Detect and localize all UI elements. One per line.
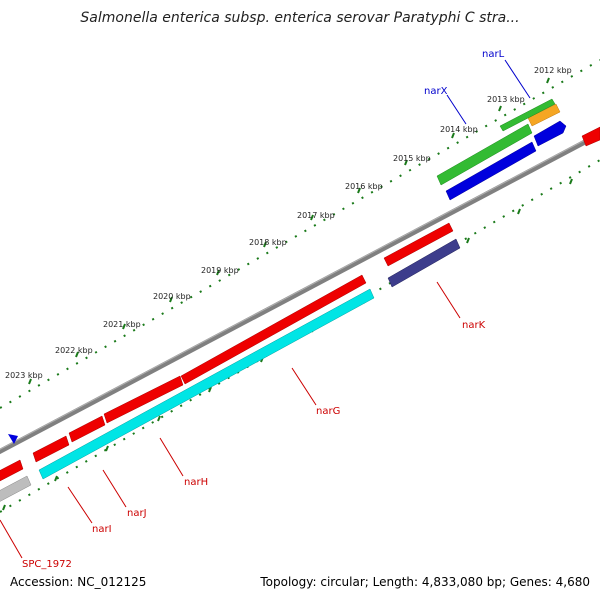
gene-red-small[interactable]	[68, 415, 106, 443]
tick-label-2012: 2012 kbp	[534, 66, 572, 75]
genome-backbone	[0, 131, 600, 455]
tick-label-2021: 2021 kbp	[103, 320, 141, 329]
gene-red-segment[interactable]	[103, 375, 184, 424]
tick-label-2017: 2017 kbp	[297, 211, 335, 220]
label-narG[interactable]: narG	[316, 406, 340, 417]
gene-blue-arrow[interactable]	[533, 120, 567, 147]
label-narJ[interactable]: narJ	[127, 508, 147, 519]
leader-narX	[446, 94, 467, 125]
gene-red-far-right[interactable]	[581, 126, 600, 147]
gene-narK-red[interactable]	[383, 222, 454, 267]
map-title: Salmonella enterica subsp. enterica sero…	[80, 10, 520, 26]
label-spc[interactable]: SPC_1972	[22, 559, 72, 570]
tick-label-2023: 2023 kbp	[5, 371, 43, 380]
leader-narK	[436, 281, 461, 319]
gene-blue-long[interactable]	[445, 141, 537, 201]
tick-label-2018: 2018 kbp	[249, 238, 287, 247]
tick-label-2019: 2019 kbp	[201, 266, 239, 275]
label-narX[interactable]: narX	[424, 86, 448, 97]
tick-label-2013: 2013 kbp	[487, 95, 525, 104]
leader-narJ	[102, 469, 127, 508]
label-narH[interactable]: narH	[184, 477, 208, 488]
topology-text: Topology: circular; Length: 4,833,080 bp…	[260, 575, 590, 589]
gene-narG-forward[interactable]	[180, 274, 367, 385]
gene-narK-navy[interactable]	[387, 238, 461, 288]
tick-label-2014: 2014 kbp	[440, 125, 478, 134]
leader-narI	[67, 486, 93, 524]
leader-narG	[291, 367, 317, 406]
gene-narL-orange[interactable]	[527, 103, 561, 127]
label-narK[interactable]: narK	[462, 320, 486, 331]
backbone-highlight	[0, 131, 600, 450]
label-narL[interactable]: narL	[482, 49, 505, 60]
tick-label-2015: 2015 kbp	[393, 154, 431, 163]
gene-narL-green[interactable]	[499, 98, 556, 132]
leader-spc	[0, 519, 23, 559]
tick-label-2022: 2022 kbp	[55, 346, 93, 355]
leader-narH	[159, 437, 184, 477]
tick-label-2020: 2020 kbp	[153, 292, 191, 301]
label-narI[interactable]: narI	[92, 524, 112, 535]
leader-narL	[504, 59, 531, 99]
accession-text: Accession: NC_012125	[10, 575, 147, 589]
gene-grey-left[interactable]	[0, 475, 32, 502]
gene-label-leaders	[0, 59, 531, 559]
tick-label-2016: 2016 kbp	[345, 182, 383, 191]
gene-blue-marker[interactable]	[8, 434, 18, 444]
gene-narH-cyan[interactable]	[38, 288, 375, 480]
gene-red-left[interactable]	[0, 459, 24, 482]
gene-red-small-2[interactable]	[32, 435, 70, 463]
outer-major-ticks	[28, 77, 550, 385]
gene-narX-green[interactable]	[436, 123, 533, 186]
outer-tick-track	[0, 59, 600, 409]
